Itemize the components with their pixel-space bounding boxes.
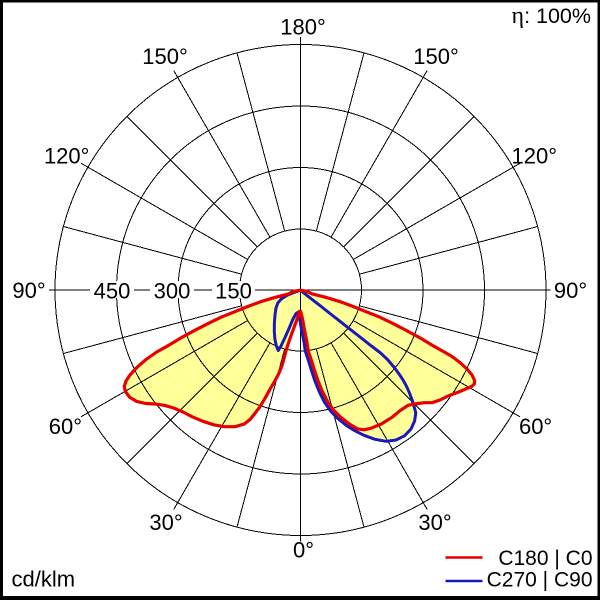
svg-text:30°: 30° bbox=[149, 510, 182, 535]
svg-text:180°: 180° bbox=[280, 15, 326, 40]
svg-text:90°: 90° bbox=[12, 278, 45, 303]
svg-text:120°: 120° bbox=[512, 144, 558, 169]
svg-text:120°: 120° bbox=[44, 144, 90, 169]
svg-text:450: 450 bbox=[94, 278, 131, 303]
svg-text:C270 | C90: C270 | C90 bbox=[487, 569, 593, 592]
svg-text:90°: 90° bbox=[554, 278, 587, 303]
svg-text:60°: 60° bbox=[519, 414, 552, 439]
svg-text:η: 100%: η: 100% bbox=[512, 3, 592, 29]
svg-text:150: 150 bbox=[215, 278, 252, 303]
svg-text:30°: 30° bbox=[418, 510, 451, 535]
svg-text:0°: 0° bbox=[293, 538, 314, 563]
svg-text:60°: 60° bbox=[49, 414, 82, 439]
svg-text:300: 300 bbox=[154, 278, 191, 303]
svg-text:cd/klm: cd/klm bbox=[12, 567, 76, 592]
svg-text:150°: 150° bbox=[413, 44, 459, 69]
svg-text:150°: 150° bbox=[142, 44, 188, 69]
svg-text:C180 | C0: C180 | C0 bbox=[498, 547, 592, 570]
